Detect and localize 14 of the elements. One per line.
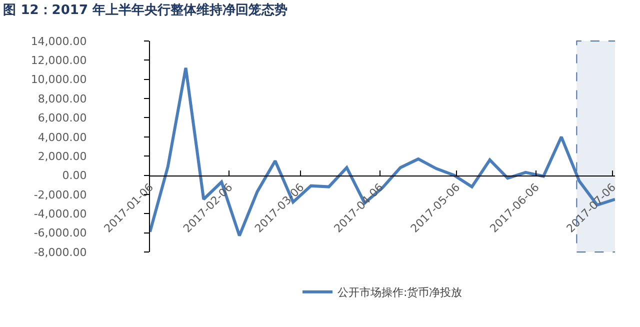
y-tick-label: -8,000.00 (34, 246, 87, 259)
y-tick-label: -4,000.00 (34, 207, 87, 220)
y-tick-label: 4,000.00 (38, 130, 87, 144)
y-tick-label: 10,000.00 (30, 73, 87, 86)
y-tick-label: -2,000.00 (34, 188, 87, 202)
y-tick-label: 6,000.00 (38, 112, 87, 125)
y-tick-label: 8,000.00 (38, 92, 87, 106)
y-tick-label: -6,000.00 (34, 226, 87, 240)
y-tick-label: 14,000.00 (30, 34, 87, 48)
legend-label: 公开市场操作:货币净投放 (338, 286, 462, 300)
y-tick-label: 2,000.00 (38, 150, 87, 163)
y-tick-label: 0.00 (62, 169, 87, 182)
y-tick-label: 12,000.00 (30, 54, 87, 68)
chart-title: 图 12：2017 年上半年央行整体维持净回笼态势 (3, 2, 288, 18)
